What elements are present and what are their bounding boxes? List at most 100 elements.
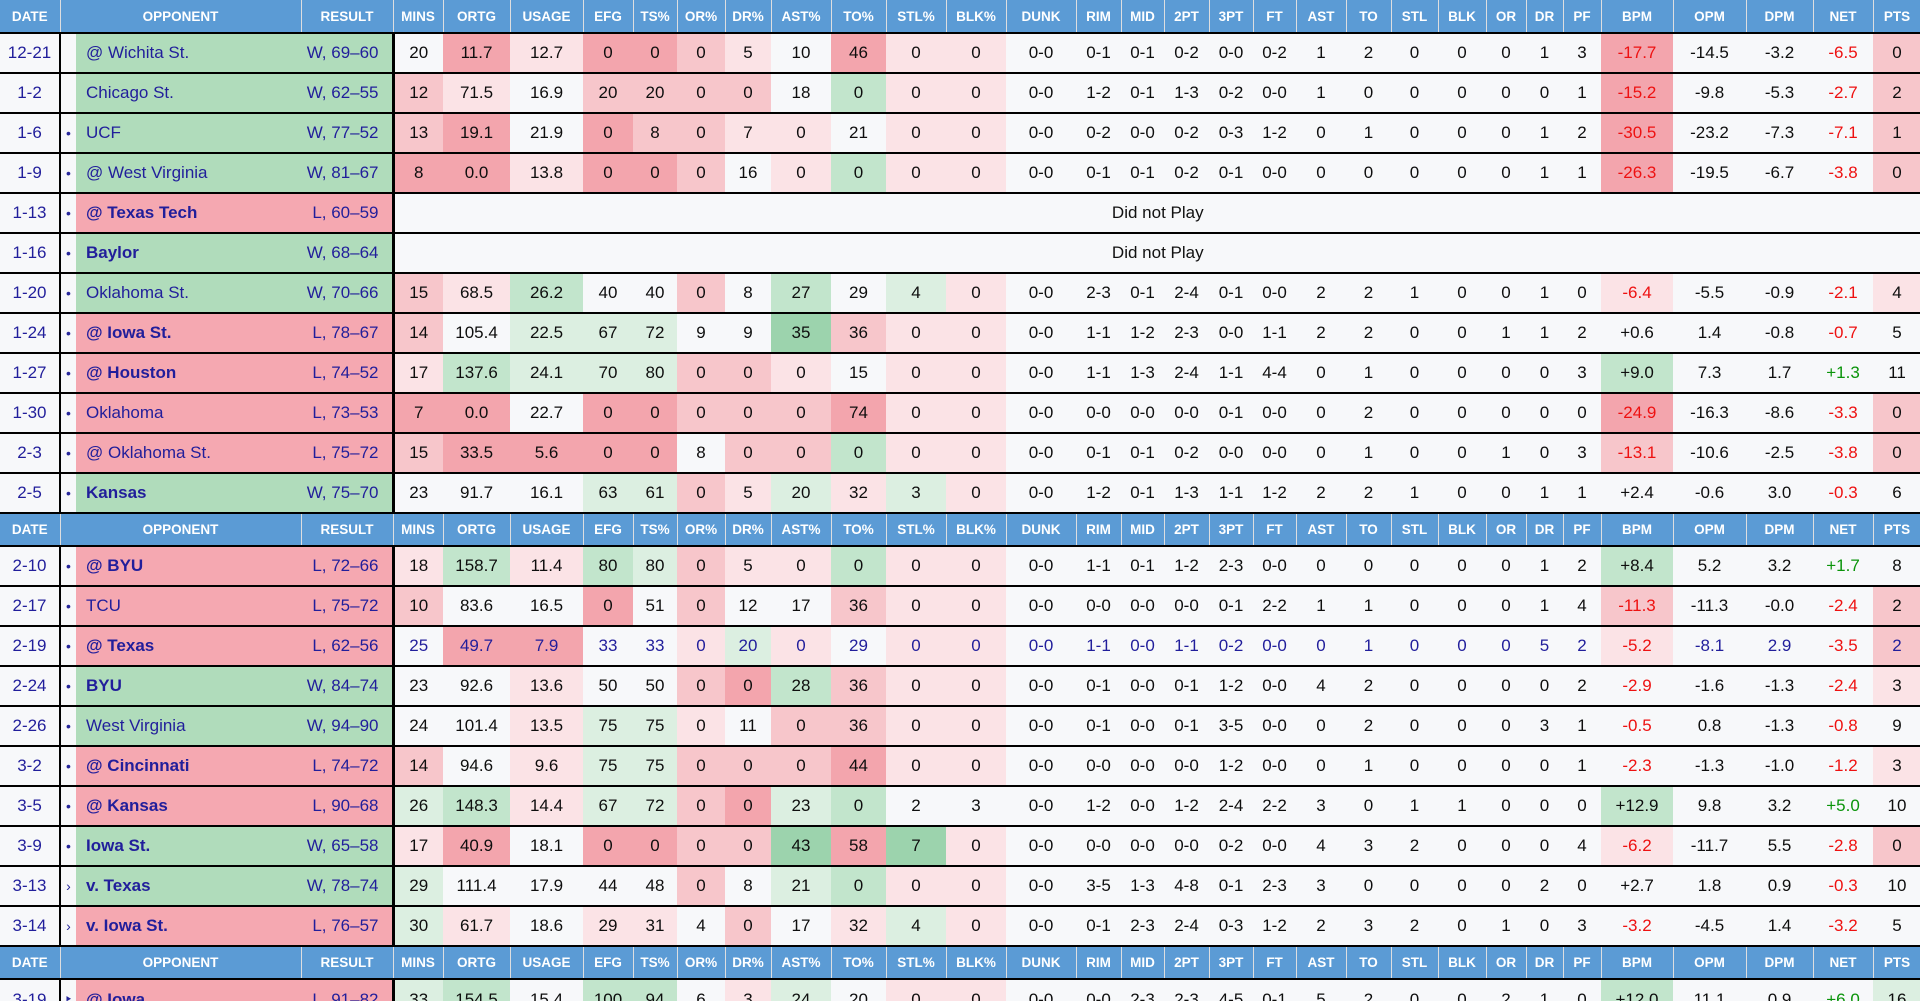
result-cell[interactable]: W, 75–70 (301, 473, 395, 513)
stat-cell-ast: 0 (1316, 756, 1326, 775)
date-cell[interactable]: 2-5 (0, 473, 61, 513)
result-cell[interactable]: L, 60–59 (301, 193, 395, 233)
date-cell[interactable]: 2-24 (0, 666, 61, 706)
opponent-cell[interactable]: @ BYU (76, 546, 302, 586)
stat-cell-dr: 1 (1539, 163, 1550, 182)
col-header-blk: BLK (1438, 513, 1487, 546)
result-cell[interactable]: L, 74–72 (301, 746, 395, 786)
result-cell[interactable]: W, 69–60 (301, 33, 395, 73)
result-cell[interactable]: L, 62–56 (301, 626, 395, 666)
opponent-cell[interactable]: Baylor (76, 233, 302, 273)
date-cell[interactable]: 3-19 (0, 979, 61, 1001)
result-cell[interactable]: L, 74–52 (301, 353, 395, 393)
opponent-cell[interactable]: @ Texas Tech (76, 193, 302, 233)
date-cell[interactable]: 12-21 (0, 33, 61, 73)
stat-cell-or: 0 (1501, 756, 1511, 775)
result-cell[interactable]: W, 62–55 (301, 73, 395, 113)
date-cell[interactable]: 2-10 (0, 546, 61, 586)
stat-cell-ft: 0-0 (1262, 676, 1287, 695)
opponent-cell[interactable]: @ Kansas (76, 786, 302, 826)
stat-cell-opm: -0.6 (1694, 483, 1725, 502)
stat-cell-mid: 1-3 (1130, 363, 1155, 382)
result-cell[interactable]: L, 73–53 (301, 393, 395, 433)
stat-cell-usage: 12.7 (510, 33, 584, 73)
opponent-cell[interactable]: TCU (76, 586, 302, 626)
result-cell[interactable]: L, 76–57 (301, 906, 395, 946)
stat-cell-drpct: 11 (739, 716, 757, 735)
result-cell[interactable]: W, 81–67 (301, 153, 395, 193)
result-cell[interactable]: L, 72–66 (301, 546, 395, 586)
date-cell[interactable]: 3-14 (0, 906, 61, 946)
stat-cell-stlpct: 3 (886, 473, 947, 513)
result-cell[interactable]: W, 94–90 (301, 706, 395, 746)
conference-game-dot-icon: • (66, 758, 71, 774)
stat-cell-astpct: 35 (771, 313, 832, 353)
opponent-cell[interactable]: Iowa St. (76, 826, 302, 866)
result-cell[interactable]: L, 75–72 (301, 433, 395, 473)
date-cell[interactable]: 1-9 (0, 153, 61, 193)
opponent-cell[interactable]: @ Cincinnati (76, 746, 302, 786)
opponent-cell[interactable]: BYU (76, 666, 302, 706)
opponent-cell[interactable]: @ Houston (76, 353, 302, 393)
opponent-cell[interactable]: West Virginia (76, 706, 302, 746)
stat-cell-net: -7.1 (1828, 123, 1858, 142)
date-cell[interactable]: 2-3 (0, 433, 61, 473)
date-cell[interactable]: 2-26 (0, 706, 61, 746)
opponent-cell[interactable]: Oklahoma (76, 393, 302, 433)
opponent-cell[interactable]: @ Iowa St. (76, 313, 302, 353)
date-cell[interactable]: 3-2 (0, 746, 61, 786)
result-cell[interactable]: W, 65–58 (301, 826, 395, 866)
date-cell[interactable]: 2-19 (0, 626, 61, 666)
stat-cell-ortg: 40.9 (443, 826, 511, 866)
opponent-cell[interactable]: Chicago St. (76, 73, 302, 113)
opponent-cell[interactable]: @ Texas (76, 626, 302, 666)
stat-cell-ortg: 11.7 (443, 33, 511, 73)
date-cell[interactable]: 1-16 (0, 233, 61, 273)
result-cell[interactable]: W, 84–74 (301, 666, 395, 706)
stat-cell-drpct: 0 (725, 746, 772, 786)
stat-cell-dunk: 0-0 (1028, 556, 1054, 575)
opponent-cell[interactable]: Kansas (76, 473, 302, 513)
stat-cell-dunk: 0-0 (1028, 836, 1054, 855)
stat-cell-dr: 5 (1539, 636, 1550, 655)
col-header-blk: BLK (1438, 0, 1487, 33)
result-cell[interactable]: W, 68–64 (301, 233, 395, 273)
date-cell[interactable]: 1-2 (0, 73, 61, 113)
stat-cell-threept: 0-1 (1218, 403, 1244, 422)
date-cell[interactable]: 1-27 (0, 353, 61, 393)
date-cell[interactable]: 3-9 (0, 826, 61, 866)
date-cell[interactable]: 1-13 (0, 193, 61, 233)
opponent-cell[interactable]: Oklahoma St. (76, 273, 302, 313)
opponent-cell[interactable]: @ West Virginia (76, 153, 302, 193)
stat-cell-net: -2.1 (1828, 283, 1858, 302)
date-cell[interactable]: 1-24 (0, 313, 61, 353)
stat-cell-pf: 3 (1577, 443, 1587, 462)
result-cell[interactable]: L, 75–72 (301, 586, 395, 626)
date-cell[interactable]: 3-13 (0, 866, 61, 906)
opponent-cell[interactable]: @ Iowa (76, 979, 302, 1001)
stat-cell-stl: 0 (1409, 876, 1420, 895)
date-cell[interactable]: 1-6 (0, 113, 61, 153)
result-cell[interactable]: L, 78–67 (301, 313, 395, 353)
result-cell[interactable]: W, 70–66 (301, 273, 395, 313)
result-cell[interactable]: L, 91–82 (301, 979, 395, 1001)
col-header-mid: MID (1121, 946, 1165, 979)
result-cell[interactable]: W, 77–52 (301, 113, 395, 153)
stat-cell-threept: 0-3 (1218, 123, 1244, 142)
conference-game-dot-icon: • (66, 838, 71, 854)
opponent-cell[interactable]: UCF (76, 113, 302, 153)
opponent-cell[interactable]: v. Texas (76, 866, 302, 906)
opponent-cell[interactable]: @ Wichita St. (76, 33, 302, 73)
stat-cell-to: 2 (1363, 676, 1374, 695)
date-cell[interactable]: 3-5 (0, 786, 61, 826)
opponent-cell[interactable]: v. Iowa St. (76, 906, 302, 946)
stat-cell-or: 1 (1501, 916, 1511, 935)
result-cell[interactable]: L, 90–68 (301, 786, 395, 826)
stat-cell-threept: 2-3 (1218, 556, 1244, 575)
date-cell[interactable]: 1-30 (0, 393, 61, 433)
opponent-cell[interactable]: @ Oklahoma St. (76, 433, 302, 473)
col-header-pts: PTS (1873, 0, 1920, 33)
result-cell[interactable]: W, 78–74 (301, 866, 395, 906)
date-cell[interactable]: 1-20 (0, 273, 61, 313)
date-cell[interactable]: 2-17 (0, 586, 61, 626)
